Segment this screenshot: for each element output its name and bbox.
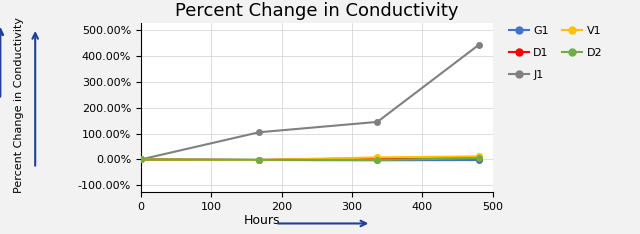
D1 [137, 158, 145, 161]
Legend: G1, D1, J1, V1, D2: G1, D1, J1, V1, D2 [509, 26, 602, 80]
Line: V1: V1 [138, 154, 481, 163]
Text: Percent Change in Conductivity: Percent Change in Conductivity [14, 17, 24, 193]
D2 [475, 157, 483, 160]
J1 [475, 44, 483, 46]
Text: Hours: Hours [244, 214, 281, 227]
Line: G1: G1 [138, 157, 481, 163]
D1 [255, 159, 263, 161]
J1 [137, 158, 145, 161]
Line: J1: J1 [138, 42, 481, 162]
V1 [374, 156, 381, 159]
J1 [374, 121, 381, 123]
J1 [255, 131, 263, 134]
V1 [255, 159, 263, 161]
Title: Percent Change in Conductivity: Percent Change in Conductivity [175, 2, 458, 20]
Line: D2: D2 [138, 155, 481, 163]
D1 [374, 157, 381, 160]
G1 [475, 159, 483, 161]
G1 [255, 159, 263, 161]
V1 [475, 155, 483, 158]
D2 [374, 159, 381, 161]
G1 [137, 158, 145, 161]
D2 [137, 158, 145, 161]
D1 [475, 157, 483, 160]
Line: D1: D1 [138, 155, 481, 163]
G1 [374, 159, 381, 162]
D2 [255, 158, 263, 161]
V1 [137, 158, 145, 161]
